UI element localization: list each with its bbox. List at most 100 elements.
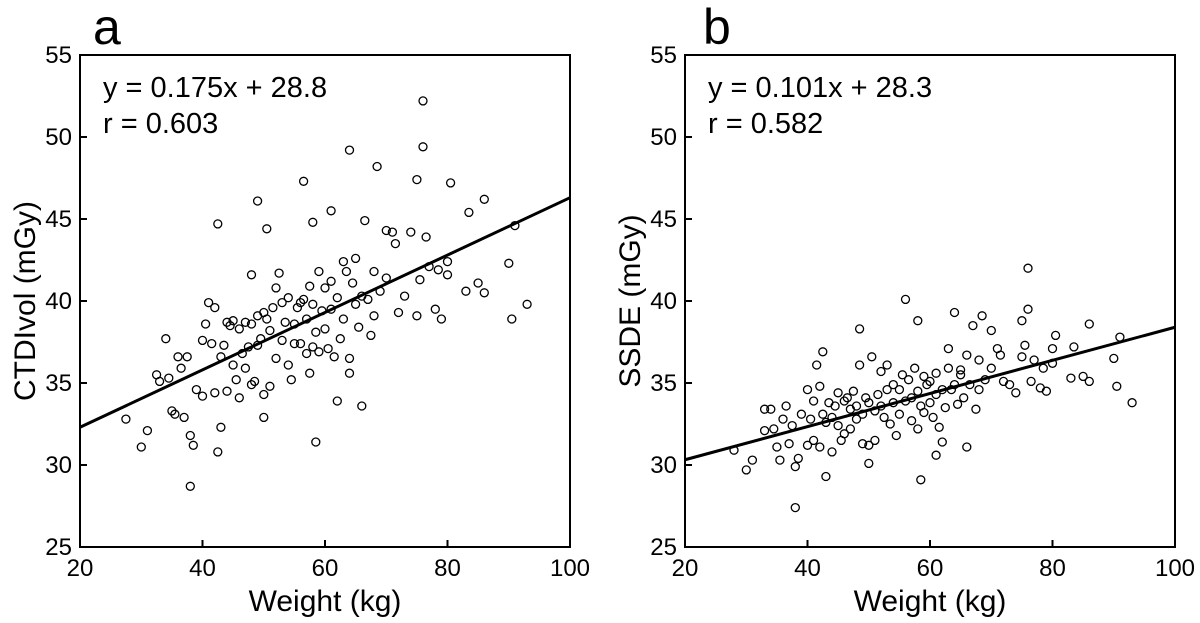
- data-point-a-1: [136, 442, 146, 452]
- data-point-a-120: [406, 227, 416, 237]
- panel-label-b: b: [703, 0, 731, 55]
- data-point-b-69: [900, 294, 911, 305]
- data-point-a-139: [504, 258, 514, 268]
- data-point-b-87: [931, 450, 941, 460]
- data-point-b-92: [943, 343, 954, 354]
- data-point-b-21: [808, 435, 819, 446]
- data-point-b-88: [934, 422, 944, 432]
- x-tick-label-a-0: 20: [67, 555, 94, 582]
- data-point-b-124: [1035, 383, 1045, 393]
- data-point-a-65: [286, 375, 296, 385]
- data-point-b-75: [913, 424, 923, 434]
- data-point-a-132: [442, 256, 453, 267]
- data-point-a-118: [393, 307, 404, 318]
- data-point-b-2: [747, 455, 758, 465]
- data-point-a-119: [399, 291, 410, 301]
- data-point-a-27: [216, 422, 226, 432]
- data-point-a-15: [188, 440, 198, 450]
- data-point-b-120: [1023, 263, 1033, 273]
- correlation-a: r = 0.603: [103, 108, 218, 140]
- data-point-b-59: [882, 384, 892, 395]
- panel-b: b 20 40 60 80 100 25 30 35 40 45 50 55 y = 0.101x +…: [614, 0, 1195, 618]
- data-point-b-65: [894, 384, 905, 395]
- data-point-a-136: [473, 278, 483, 288]
- data-point-b-43: [851, 401, 862, 411]
- data-point-a-122: [412, 311, 422, 321]
- data-point-a-12: [182, 352, 192, 362]
- data-point-a-57: [271, 283, 281, 293]
- data-point-a-126: [421, 232, 431, 242]
- data-point-a-14: [185, 481, 195, 491]
- data-point-b-115: [1004, 379, 1015, 390]
- data-point-b-50: [864, 398, 874, 408]
- x-tick-label-a-1: 40: [189, 555, 216, 582]
- data-point-a-88: [326, 276, 336, 286]
- x-tick-label-a-2: 60: [312, 555, 339, 582]
- data-point-a-102: [350, 299, 361, 309]
- data-point-a-79: [308, 217, 318, 227]
- data-point-b-15: [793, 453, 803, 464]
- data-point-b-84: [928, 412, 938, 423]
- data-point-a-28: [219, 340, 229, 350]
- data-point-b-108: [977, 311, 987, 321]
- data-point-a-129: [433, 265, 443, 275]
- data-point-a-134: [461, 286, 471, 296]
- data-point-a-4: [154, 376, 165, 387]
- data-point-a-100: [344, 368, 355, 378]
- data-point-b-5: [766, 404, 776, 414]
- data-point-a-22: [210, 302, 220, 313]
- data-point-a-98: [344, 353, 355, 364]
- data-point-a-18: [197, 391, 208, 401]
- data-point-a-82: [314, 266, 324, 277]
- data-point-b-97: [952, 399, 963, 409]
- data-point-b-19: [805, 414, 816, 424]
- data-point-a-59: [274, 268, 284, 278]
- data-point-a-11: [179, 412, 189, 423]
- data-point-b-66: [894, 409, 905, 419]
- data-point-a-142: [522, 299, 532, 309]
- data-point-b-9: [778, 414, 788, 424]
- data-point-a-138: [479, 288, 489, 298]
- data-point-b-131: [1069, 342, 1079, 352]
- data-point-a-72: [298, 176, 309, 186]
- data-point-b-102: [962, 442, 972, 452]
- data-point-a-115: [381, 273, 391, 283]
- data-point-a-117: [390, 238, 401, 249]
- data-point-a-62: [280, 317, 290, 327]
- data-point-a-8: [170, 409, 180, 419]
- data-point-b-47: [857, 439, 868, 449]
- x-tick-label-b-2: 60: [917, 555, 944, 582]
- data-point-a-80: [311, 327, 321, 337]
- data-point-a-10: [176, 363, 186, 373]
- data-point-b-28: [821, 471, 831, 482]
- data-point-b-55: [873, 389, 883, 400]
- data-point-b-129: [1050, 330, 1061, 341]
- data-point-a-47: [252, 196, 263, 206]
- y-tick-label-a-3: 40: [45, 288, 72, 315]
- data-point-a-87: [323, 343, 333, 354]
- data-point-b-42: [851, 414, 862, 424]
- data-point-b-34: [833, 388, 843, 398]
- panel-a: a 20 40 60 80 100 25 30 35 40 45 50 55 y = 0.175x +…: [9, 0, 590, 618]
- x-tick-label-a-4: 100: [550, 555, 590, 582]
- data-point-b-8: [775, 455, 785, 465]
- data-point-a-63: [283, 293, 293, 303]
- data-point-b-76: [913, 316, 923, 326]
- y-tick-label-a-0: 25: [45, 534, 72, 561]
- plot-frame-a: [79, 54, 571, 548]
- data-point-b-37: [839, 429, 849, 439]
- data-point-a-52: [262, 314, 272, 324]
- x-tick-label-b-0: 20: [672, 555, 699, 582]
- data-point-a-97: [341, 266, 352, 277]
- data-point-a-130: [436, 314, 447, 324]
- data-point-a-44: [249, 376, 260, 387]
- data-point-b-39: [845, 424, 856, 434]
- data-point-a-124: [418, 96, 428, 106]
- data-point-b-57: [876, 366, 886, 377]
- y-tick-label-b-4: 45: [650, 206, 677, 233]
- data-point-a-107: [360, 215, 370, 226]
- data-point-b-61: [885, 419, 895, 429]
- data-point-b-130: [1066, 373, 1076, 383]
- data-point-b-13: [790, 461, 800, 472]
- equation-b: y = 0.101x + 28.3: [708, 72, 932, 104]
